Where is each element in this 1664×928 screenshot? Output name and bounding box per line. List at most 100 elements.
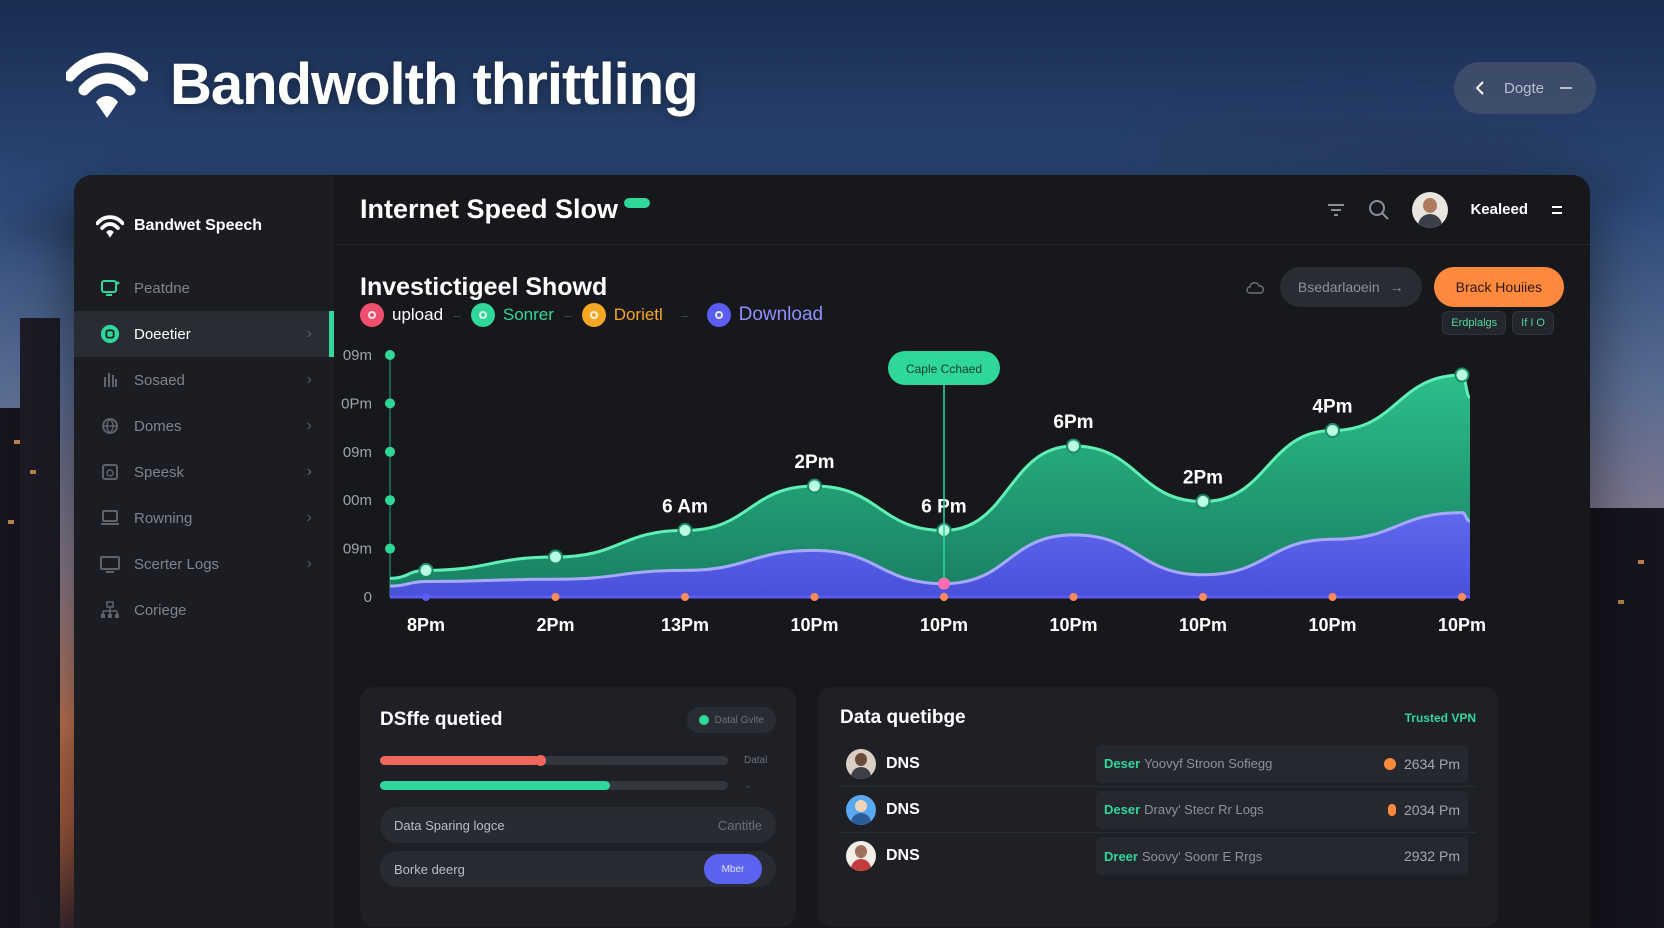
legend-separator: – [680,307,689,323]
chevron-right-icon: › [306,555,312,572]
progress-fill [380,756,541,765]
x-tick-dot [810,593,819,601]
sidebar: Bandwet Speech Peatdne Doeetier › Sosaed… [74,175,334,928]
setting-row-label: Borke deerg [394,861,465,877]
dns-label: DNS [886,800,920,818]
main-panel: Internet Speed Slow Kealeed Investictige… [334,175,1590,928]
sidebar-item-scerter-logs[interactable]: Scerter Logs › [74,541,334,587]
y-tick-label: 09m [343,541,372,558]
legend-item-download[interactable]: Download [706,303,823,327]
series-area [390,375,1470,597]
sidebar-item-sosaed[interactable]: Sosaed › [74,357,334,403]
setting-button[interactable]: Mber [704,854,762,884]
dns-tag: Dreer [1104,848,1138,864]
dns-time-value: 2634 Pm [1403,755,1460,772]
sidebar-item-peatdne[interactable]: Peatdne [74,265,334,311]
sidebar-brand[interactable]: Bandwet Speech [74,175,334,251]
chevron-right-icon: › [306,509,312,526]
hero-title: Bandwolth thrittling [170,51,699,117]
trusted-tag[interactable]: Trusted VPN [1404,711,1476,725]
sidebar-item-domes[interactable]: Domes › [74,403,334,449]
sidebar-item-label: Peatdne [134,279,190,297]
sidebar-nav: Peatdne Doeetier › Sosaed › Domes › Spee… [74,265,334,633]
legend-item-upload[interactable]: upload [360,303,443,327]
x-tick-label: 10Pm [1308,615,1356,635]
legend-item-dorietl[interactable]: Dorietl [581,303,663,327]
status-dot-icon [1383,757,1396,770]
menu-icon[interactable] [1550,204,1564,216]
network-icon [100,601,120,619]
dns-detail: Dreer Soovy' Soonr E Rrgs 2932 Pm [1096,837,1468,875]
card-title: DSffe quetied [380,709,503,730]
avatar[interactable] [1412,191,1449,228]
chevron-right-icon: › [306,463,312,480]
point-label: 4Pm [1312,397,1352,418]
x-tick-label: 10Pm [920,615,968,635]
primary-button[interactable]: Brack Houiies [1433,267,1564,307]
status-pill[interactable]: Datal Gvite [686,707,776,733]
globe-icon [100,417,120,435]
dns-tag: Deser [1104,756,1141,771]
chevron-right-icon: › [306,325,312,342]
top-nav-pill[interactable]: Dogte [1454,62,1596,114]
table-row[interactable]: DNS Deser Dravy' Stecr Rr Logs 2034 Pm [840,787,1476,833]
progress-bar [380,755,728,766]
sidebar-item-speesk[interactable]: Speesk › [74,449,334,495]
setting-row[interactable]: Data Sparing logce Cantitle [380,807,776,843]
table-row[interactable]: DNS Dreer Soovy' Soonr E Rrgs 2932 Pm [840,833,1476,879]
x-tick-label: 10Pm [790,615,838,635]
x-tick-dot [1069,593,1078,601]
sidebar-item-doeetier[interactable]: Doeetier › [74,311,334,357]
y-tick-label: 09m [343,444,372,461]
data-point [807,478,822,494]
ghost-button[interactable]: Bsedarlaoein → [1279,267,1422,307]
sidebar-item-coriege[interactable]: Coriege [74,587,334,633]
point-label: 2Pm [1183,468,1223,489]
search-icon[interactable] [1368,199,1390,221]
chevron-left-icon[interactable] [1472,80,1488,96]
chart-pill[interactable]: Erdplalgs [1442,311,1507,335]
x-tick-dot [551,593,560,601]
filter-icon[interactable] [1326,201,1346,219]
window-light [30,470,36,474]
user-name[interactable]: Kealeed [1470,201,1528,218]
skyline-building [20,318,60,928]
cloud-shape [1150,110,1570,170]
setting-row-label: Data Sparing logce [394,817,505,833]
window-light [14,440,20,444]
ghost-button-label: Bsedarlaoein [1297,279,1380,295]
cloud-icon[interactable] [1244,277,1268,297]
app-window: Bandwet Speech Peatdne Doeetier › Sosaed… [74,175,1590,928]
sidebar-item-rowning[interactable]: Rowning › [74,495,334,541]
legend-dot-icon [360,303,384,327]
bandwidth-chart: 09m 0Pm 09m 00m 09m 0 8Pm 2Pm 13Pm 10Pm 10Pm 10Pm 10… [341,347,1486,635]
sidebar-item-label: Domes [134,417,182,435]
setting-row[interactable]: Borke deerg Mber [380,851,776,887]
page-title: Internet Speed Slow [360,194,619,224]
status-pill-label: Datal Gvite [714,714,764,726]
chart-controls: Erdplalgs If I O [1442,311,1554,335]
x-tick-label: 10Pm [1179,615,1227,635]
x-tick-dot [1328,593,1337,601]
legend-label: upload [392,305,444,324]
legend-item-sonrer[interactable]: Sonrer [470,303,554,327]
point-label: 6 Am [662,496,708,517]
highlight-point [938,577,950,590]
x-tick-label: 8Pm [407,615,445,635]
legend-label: Sonrer [502,305,554,324]
chart-pill[interactable]: If I O [1512,311,1554,335]
data-point [677,522,693,538]
data-point [1325,423,1340,438]
legend-separator: – [563,307,572,323]
data-point [1454,367,1470,383]
series-line [389,511,1471,588]
dns-text: Yoovyf Stroon Sofiegg [1144,756,1273,771]
legend-dot-icon [470,303,495,327]
x-tick-label: 13Pm [661,615,709,635]
table-row[interactable]: DNS Deser Yoovyf Stroon Sofiegg 2634 Pm [840,741,1476,787]
brand-name: Bandwet Speech [134,217,263,234]
header-actions: Kealeed [1326,191,1564,228]
point-label: 2Pm [794,452,834,473]
dns-text: Dravy' Stecr Rr Logs [1144,802,1264,817]
avatar [846,748,876,779]
